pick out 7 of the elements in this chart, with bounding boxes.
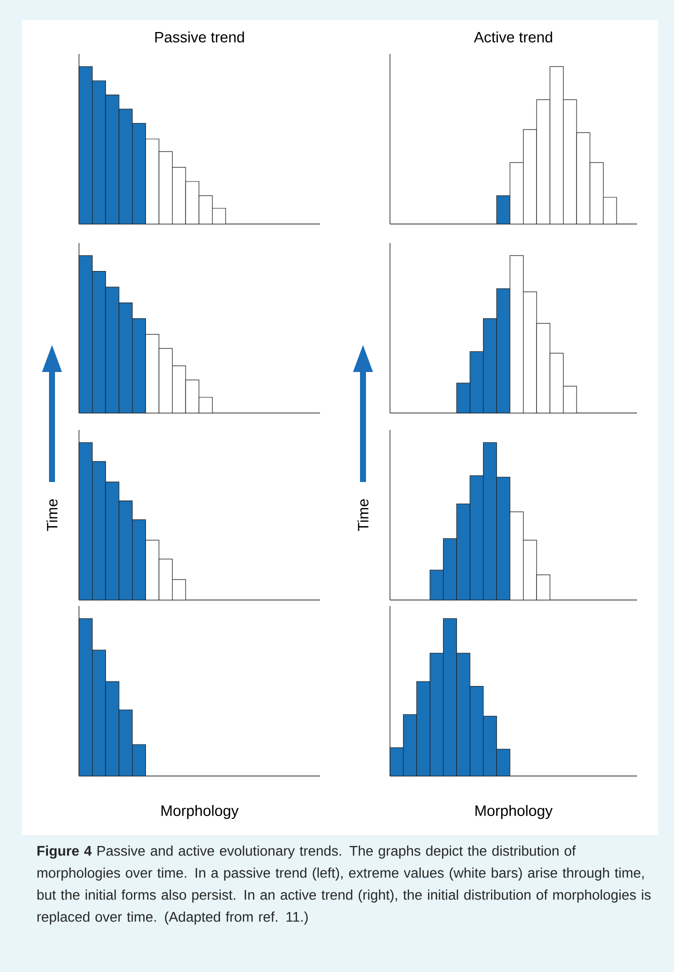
y-axis-title: Time [46, 499, 58, 532]
chart-title: Active trend [474, 31, 552, 42]
chart-title: Passive trend [155, 31, 244, 42]
text: Figure 4 Passive and active evolutionary trends. The graphs depict the distribution of morphologies over time. In a passive trend (left), extreme values (white bars) arise through time, but the initial forms also persist. In an active trend (right), the initial distribution of morphologies is replaced over time. (Adapted from ref. 11.) [37, 846, 651, 925]
x-axis-title: Morphology [476, 805, 553, 819]
y-axis-title: Time [357, 499, 368, 532]
x-axis-title: Morphology [162, 805, 239, 819]
